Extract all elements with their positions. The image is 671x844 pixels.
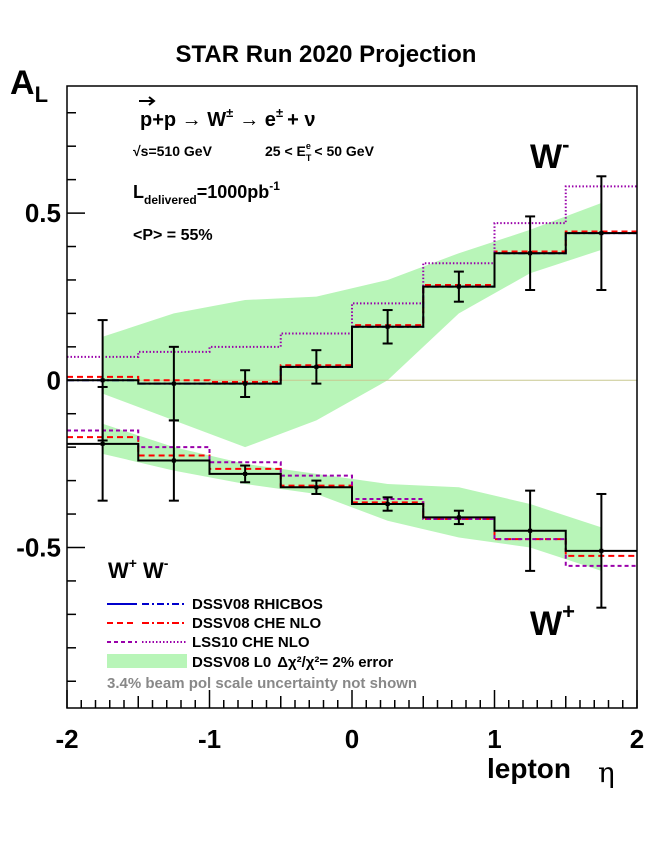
data-marker <box>100 441 105 446</box>
wplus-data-point <box>382 496 393 512</box>
wplus-data-point <box>525 489 536 572</box>
wplus-data-point <box>240 464 251 484</box>
y-tick-label: -0.5 <box>16 532 61 562</box>
axes: -0.5 0 0.5 -2 -1 0 1 2 <box>16 85 644 754</box>
legend-header: W+ W- <box>108 555 169 583</box>
legend-swatch-band <box>107 654 187 668</box>
reaction-label: p+p → W± → e± + ν <box>139 96 315 131</box>
data-marker <box>599 548 604 553</box>
energy-range-post: < 50 GeV <box>314 143 374 159</box>
wminus-data-point <box>240 369 251 398</box>
legend: W+ W- DSSV08 RHICBOS DSSV08 CHE NLO LSS10… <box>107 555 417 692</box>
data-marker <box>314 364 319 369</box>
legend-entry-1: DSSV08 CHE NLO <box>192 615 322 632</box>
chart-title: STAR Run 2020 Projection <box>176 41 477 68</box>
data-marker <box>528 251 533 256</box>
data-marker <box>243 471 248 476</box>
svg-text:p+p → W±→ e±+ ν: p+p → W± → e± + ν <box>140 105 315 131</box>
wplus-data-point <box>97 385 108 502</box>
lumi-mid: =1000pb <box>197 182 270 202</box>
wplus-label: W+ <box>530 599 575 643</box>
wplus-data-point <box>453 509 464 526</box>
reaction-tail: → e <box>239 109 276 131</box>
wminus-data-steps <box>67 232 637 385</box>
x-tick-label: 0 <box>345 724 359 754</box>
data-marker <box>599 231 604 236</box>
data-marker <box>314 485 319 490</box>
energy-range: 25 < Ee T < 50 GeV <box>265 141 375 163</box>
lumi-sub: delivered <box>144 193 197 207</box>
luminosity: Ldelivered=1000pb-1 <box>133 179 280 207</box>
y-axis-label-sub: L <box>35 82 48 107</box>
y-tick-label: 0 <box>47 365 61 395</box>
reaction-nu: + ν <box>287 109 315 131</box>
data-points <box>67 175 637 609</box>
data-marker <box>385 324 390 329</box>
energy-range-sub: T <box>306 153 312 163</box>
data-marker <box>100 378 105 383</box>
wplus-data-point <box>596 492 607 609</box>
curve-w-lss10-che-nlo <box>67 185 637 358</box>
wminus-data-point <box>525 215 536 291</box>
legend-entry-2: LSS10 CHE NLO <box>192 634 310 651</box>
energy-range-sup: e <box>306 141 311 151</box>
lumi-sup: -1 <box>269 179 280 193</box>
wminus-data-point <box>453 270 464 303</box>
y-tick-label: 0.5 <box>25 198 61 228</box>
y-axis-label: AL <box>10 64 48 107</box>
data-marker <box>528 528 533 533</box>
reaction-pm2: ± <box>276 105 283 120</box>
wplus-data-point <box>311 479 322 495</box>
data-marker <box>456 515 461 520</box>
wminus-label: W- <box>530 132 569 176</box>
reaction-pm: ± <box>226 105 233 120</box>
wminus-data-point <box>596 175 607 291</box>
data-marker <box>456 284 461 289</box>
data-marker <box>243 381 248 386</box>
wminus-data-point <box>311 349 322 385</box>
reaction-p: p <box>140 109 152 131</box>
data-marker <box>171 458 176 463</box>
data-marker <box>385 502 390 507</box>
x-axis-label: lepton <box>487 753 571 784</box>
reaction-main: +p → W <box>152 109 226 131</box>
data-marker <box>171 381 176 386</box>
x-tick-label: 2 <box>630 724 644 754</box>
footnote: 3.4% beam pol scale uncertainty not show… <box>107 675 417 692</box>
energy-range-pre: 25 < E <box>265 143 306 159</box>
lumi-pre: L <box>133 182 144 202</box>
polarization: <P> = 55% <box>133 227 213 244</box>
y-axis-label-main: A <box>10 64 35 102</box>
x-tick-label: -1 <box>198 724 221 754</box>
x-tick-label: -2 <box>55 724 78 754</box>
legend-entry-0: DSSV08 RHICBOS <box>192 596 323 613</box>
wminus-data-point <box>382 309 393 345</box>
legend-entry-3: DSSV08 L0 Δχ²/χ²= 2% error <box>192 654 393 671</box>
x-tick-label: 1 <box>487 724 501 754</box>
p-arrow-icon <box>139 96 156 106</box>
x-axis-symbol: η <box>598 756 615 789</box>
wplus-data-point <box>168 419 179 502</box>
energy-sqrt: √s=510 GeV <box>133 143 213 159</box>
wminus-band <box>102 203 602 448</box>
